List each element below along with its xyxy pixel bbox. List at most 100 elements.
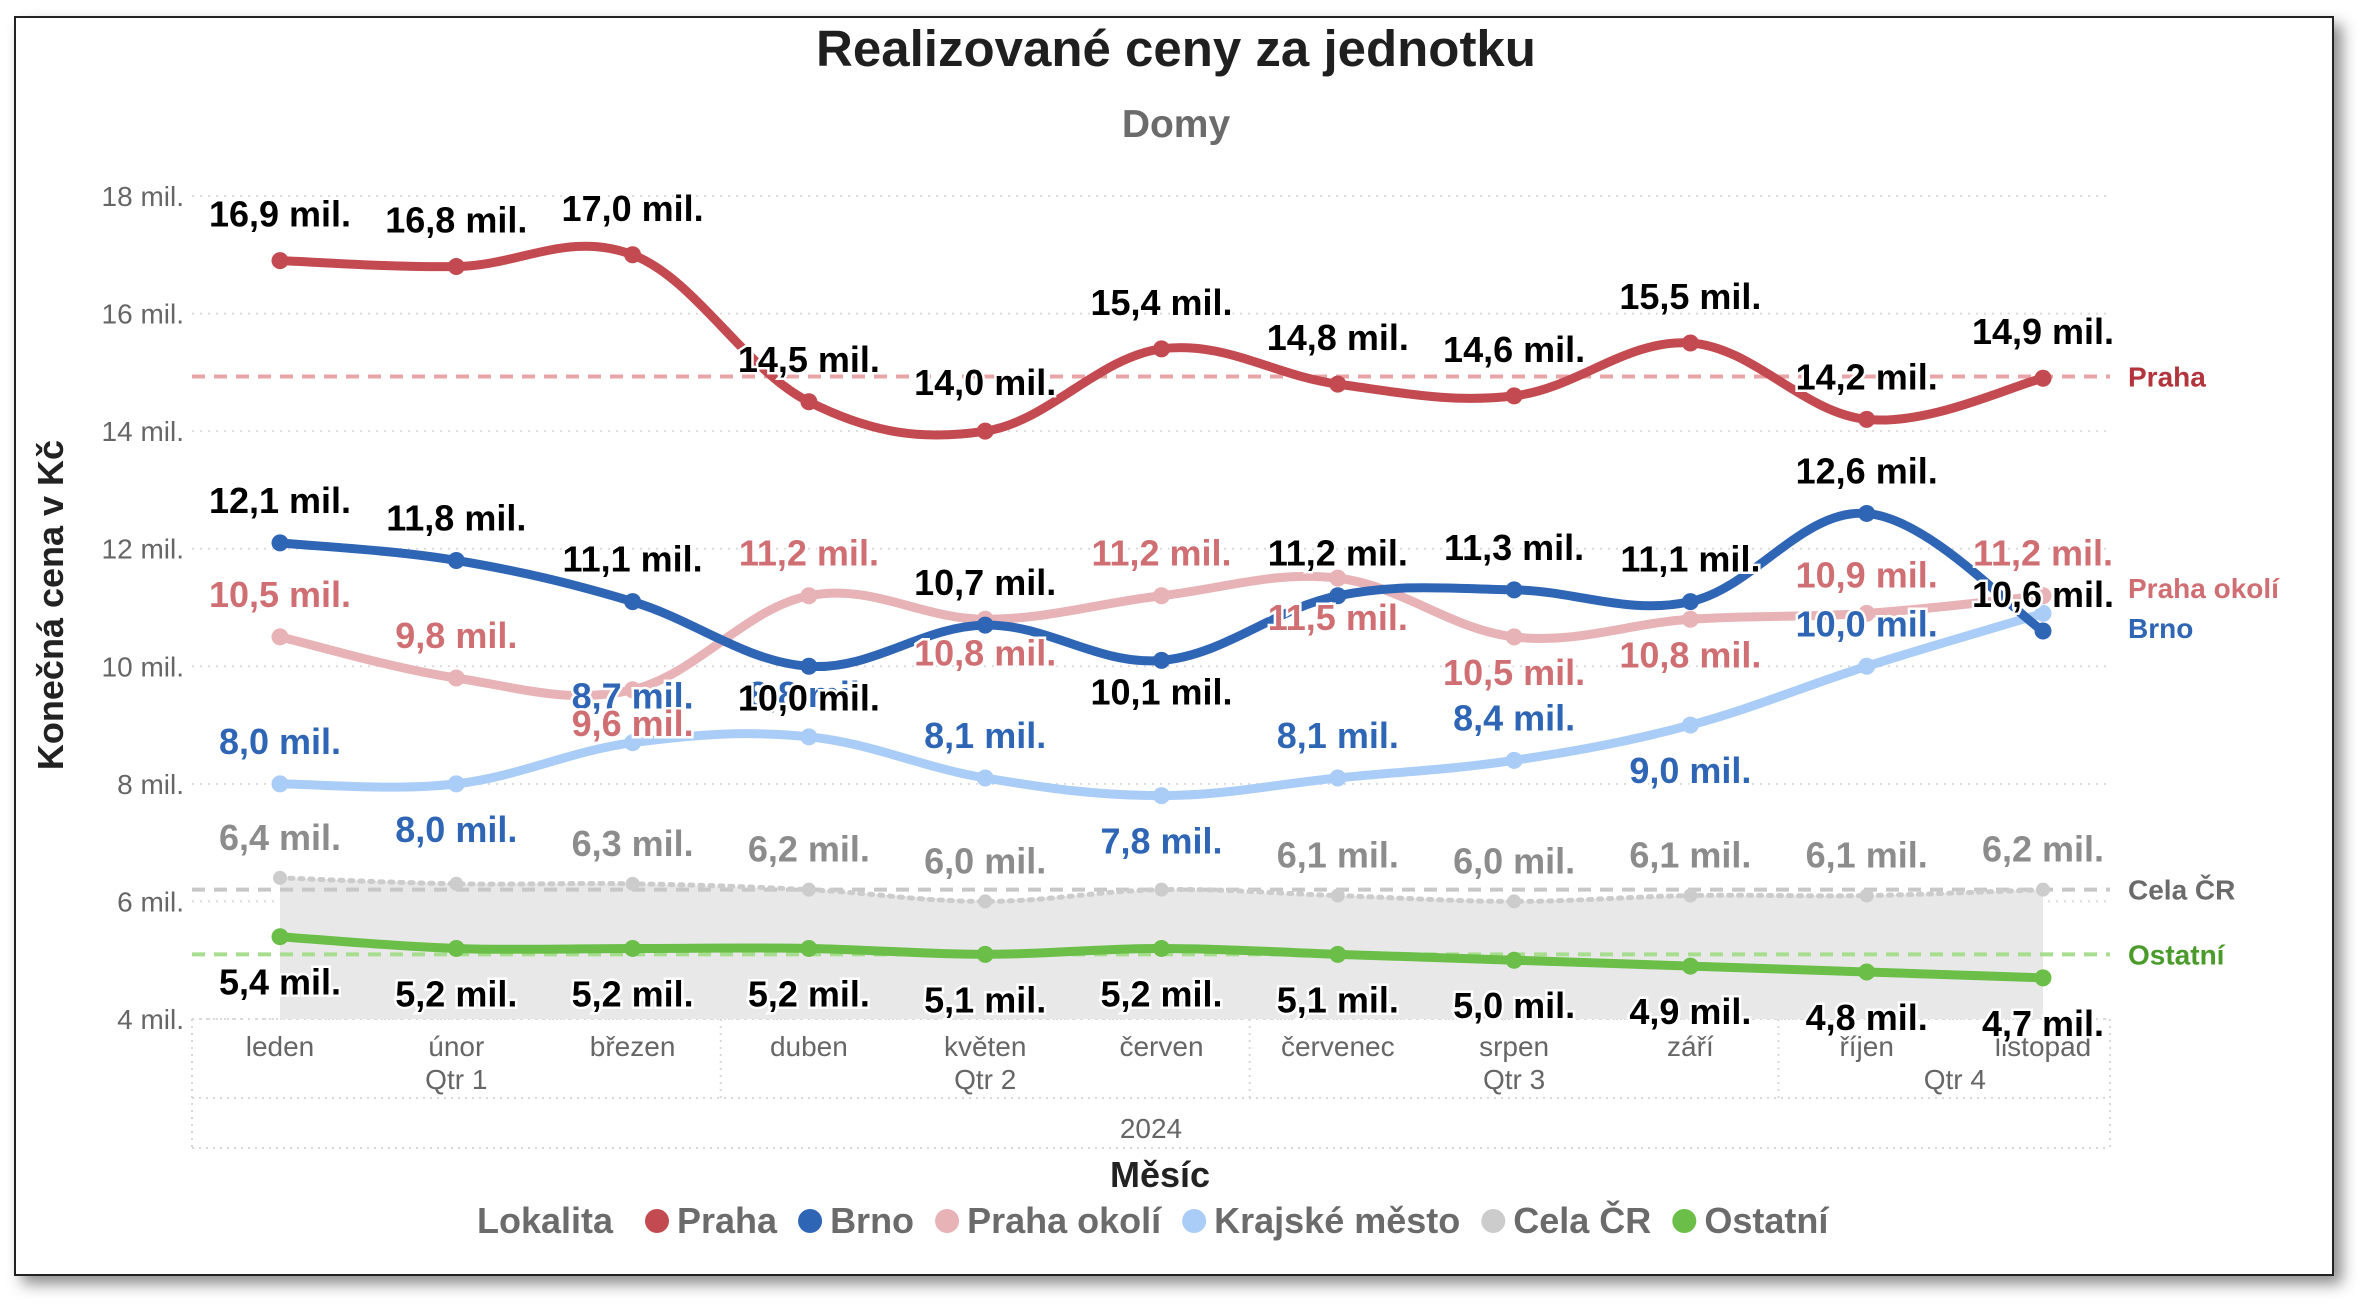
data-point xyxy=(1505,581,1523,599)
data-point xyxy=(1858,657,1876,675)
data-point xyxy=(976,422,994,440)
data-label: 11,8 mil. xyxy=(386,497,526,538)
legend-marker xyxy=(1672,1209,1697,1233)
data-label: 8,1 mil. xyxy=(1277,715,1399,756)
data-label: 11,1 mil. xyxy=(563,539,703,580)
data-label: 10,0 mil. xyxy=(1796,603,1938,644)
data-point xyxy=(1681,593,1699,611)
month-label: říjen xyxy=(1839,1031,1893,1062)
quarter-label: Qtr 4 xyxy=(1924,1064,1986,1095)
quarter-label: Qtr 3 xyxy=(1483,1064,1545,1095)
data-point xyxy=(271,252,289,270)
data-point xyxy=(1330,888,1345,903)
legend-label: Praha okolí xyxy=(967,1200,1162,1241)
data-point xyxy=(1507,894,1522,909)
data-point xyxy=(1505,628,1523,646)
data-point xyxy=(447,669,465,687)
data-point xyxy=(1329,587,1347,605)
series-end-label: Praha okolí xyxy=(2128,573,2280,604)
data-point xyxy=(1153,787,1170,805)
chart-title: Realizované ceny za jednotku xyxy=(816,20,1536,77)
data-point xyxy=(271,928,289,946)
data-point xyxy=(447,258,465,276)
data-point xyxy=(1153,340,1170,358)
data-label: 6,1 mil. xyxy=(1629,835,1751,876)
data-point xyxy=(1683,888,1698,903)
data-label: 11,2 mil. xyxy=(1268,533,1408,574)
data-point xyxy=(1505,951,1523,969)
data-label: 11,2 mil. xyxy=(1973,533,2113,574)
data-label: 11,2 mil. xyxy=(1091,533,1231,574)
month-label: listopad xyxy=(1995,1031,2092,1062)
data-point xyxy=(1329,769,1347,787)
y-axis-ticks: 4 mil. 6 mil. 8 mil. 10 mil. 12 mil. 14 mil. 1… xyxy=(102,181,184,1035)
data-label: 6,0 mil. xyxy=(1453,840,1575,881)
data-label: 6,1 mil. xyxy=(1277,835,1399,876)
data-point xyxy=(1681,334,1699,352)
y-tick-label: 12 mil. xyxy=(102,534,184,565)
data-label: 8,4 mil. xyxy=(1453,697,1575,738)
data-label: 5,1 mil. xyxy=(1277,979,1399,1020)
data-point xyxy=(1859,888,1874,903)
data-point xyxy=(1858,504,1876,522)
month-label: září xyxy=(1667,1031,1714,1062)
legend-label: Cela ČR xyxy=(1513,1199,1651,1241)
data-point xyxy=(2034,587,2052,605)
data-point xyxy=(1505,387,1523,405)
data-label: 10,5 mil. xyxy=(1443,652,1585,693)
data-point xyxy=(800,657,818,675)
data-label: 10,5 mil. xyxy=(209,574,351,615)
x-axis-label: Měsíc xyxy=(1110,1154,1210,1195)
data-label: 5,0 mil. xyxy=(1453,985,1575,1026)
month-label: červen xyxy=(1119,1031,1203,1062)
data-point xyxy=(449,876,464,891)
month-label: březen xyxy=(590,1031,676,1062)
data-label: 16,8 mil. xyxy=(385,200,527,241)
data-label: 9,8 mil. xyxy=(395,615,517,656)
data-label: 10,9 mil. xyxy=(1796,554,1938,595)
data-label: 6,2 mil. xyxy=(748,829,870,870)
data-point xyxy=(2034,369,2052,387)
legend-label: Brno xyxy=(830,1200,914,1241)
data-point xyxy=(1153,587,1170,605)
y-tick-label: 6 mil. xyxy=(117,886,184,917)
data-point xyxy=(1329,375,1347,393)
data-point xyxy=(1858,963,1876,981)
data-label: 5,2 mil. xyxy=(1100,973,1222,1014)
data-point xyxy=(1681,716,1699,734)
data-label: 12,6 mil. xyxy=(1796,450,1938,491)
data-point xyxy=(1858,410,1876,428)
data-label: 8,7 mil. xyxy=(572,676,694,717)
y-tick-label: 8 mil. xyxy=(117,769,184,800)
data-point xyxy=(801,882,816,897)
data-point xyxy=(447,551,465,569)
quarter-label: Qtr 2 xyxy=(954,1064,1016,1095)
data-point xyxy=(271,775,289,793)
data-label: 10,8 mil. xyxy=(914,632,1056,673)
data-point xyxy=(976,769,994,787)
data-point xyxy=(271,628,289,646)
data-label: 10,1 mil. xyxy=(1090,671,1232,712)
data-label: 9,6 mil. xyxy=(572,703,694,744)
reference-line-label: Praha xyxy=(2128,361,2206,392)
data-point xyxy=(2034,622,2052,640)
legend-marker xyxy=(645,1209,669,1233)
data-point xyxy=(625,876,640,891)
data-label: 8,1 mil. xyxy=(924,715,1046,756)
legend-marker xyxy=(798,1209,823,1233)
data-label: 11,3 mil. xyxy=(1444,527,1584,568)
data-point xyxy=(2036,882,2050,897)
data-label: 11,1 mil. xyxy=(1620,539,1760,580)
data-label: 5,2 mil. xyxy=(395,973,517,1014)
data-point xyxy=(2034,969,2052,987)
data-label: 17,0 mil. xyxy=(562,188,704,229)
y-axis-label: Konečná cena v Kč xyxy=(30,440,71,770)
data-label: 6,4 mil. xyxy=(219,817,341,858)
year-label: 2024 xyxy=(1120,1113,1182,1144)
reference-line-label: Ostatní xyxy=(2128,939,2226,970)
data-label: 11,2 mil. xyxy=(739,533,879,574)
series-end-label: Brno xyxy=(2128,613,2193,644)
legend-label: Ostatní xyxy=(1704,1200,1829,1241)
data-label: 10,0 mil. xyxy=(738,677,880,718)
